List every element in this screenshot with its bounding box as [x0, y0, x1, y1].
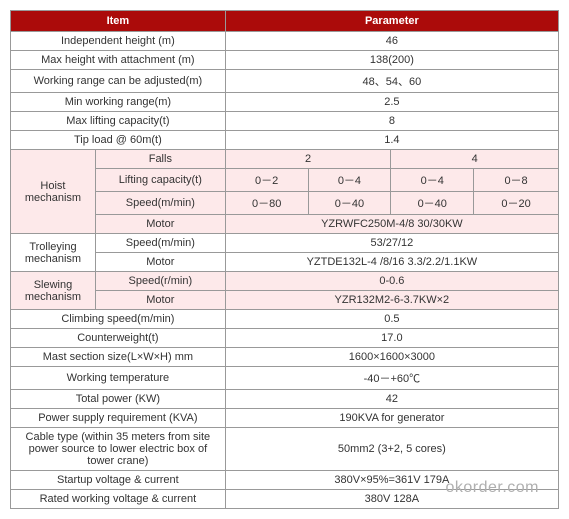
row-label: Power supply requirement (KVA)	[11, 409, 226, 428]
cell: 0－2	[225, 169, 308, 192]
row-value: 50mm2 (3+2, 5 cores)	[225, 428, 558, 471]
row-label: Min working range(m)	[11, 93, 226, 112]
table-row: Working range can be adjusted(m) 48、54、6…	[11, 70, 559, 93]
trolleying-label: Trolleying mechanism	[11, 234, 96, 272]
table-row: Startup voltage & current 380V×95%=361V …	[11, 471, 559, 490]
header-item: Item	[11, 11, 226, 32]
slewing-label: Slewing mechanism	[11, 272, 96, 310]
row-value: 138(200)	[225, 51, 558, 70]
table-row: Independent height (m) 46	[11, 32, 559, 51]
row-value: 2.5	[225, 93, 558, 112]
cell: 0－80	[225, 192, 308, 215]
speed-value: 53/27/12	[225, 234, 558, 253]
row-label: Max height with attachment (m)	[11, 51, 226, 70]
falls-v1: 2	[225, 150, 391, 169]
row-label: Cable type (within 35 meters from site p…	[11, 428, 226, 471]
table-row: Working temperature -40－+60℃	[11, 367, 559, 390]
motor-label: Motor	[95, 215, 225, 234]
speed-label: Speed(m/min)	[95, 234, 225, 253]
row-value: 1600×1600×3000	[225, 348, 558, 367]
table-row: Tip load @ 60m(t) 1.4	[11, 131, 559, 150]
falls-v2: 4	[391, 150, 559, 169]
row-label: Tip load @ 60m(t)	[11, 131, 226, 150]
row-label: Total power (KW)	[11, 390, 226, 409]
table-row: Counterweight(t) 17.0	[11, 329, 559, 348]
table-row: Power supply requirement (KVA) 190KVA fo…	[11, 409, 559, 428]
cell: 0－20	[474, 192, 559, 215]
row-label: Working range can be adjusted(m)	[11, 70, 226, 93]
cell: 0－40	[391, 192, 474, 215]
motor-value: YZR132M2-6-3.7KW×2	[225, 291, 558, 310]
row-label: Max lifting capacity(t)	[11, 112, 226, 131]
row-label: Counterweight(t)	[11, 329, 226, 348]
row-label: Working temperature	[11, 367, 226, 390]
row-label: Independent height (m)	[11, 32, 226, 51]
cell: 0－40	[308, 192, 391, 215]
table-row: Min working range(m) 2.5	[11, 93, 559, 112]
table-row: Max height with attachment (m) 138(200)	[11, 51, 559, 70]
row-value: 380V×95%=361V 179A	[225, 471, 558, 490]
motor-value: YZTDE132L-4 /8/16 3.3/2.2/1.1KW	[225, 253, 558, 272]
table-row: Hoist mechanism Falls 2 4	[11, 150, 559, 169]
cell: 0－8	[474, 169, 559, 192]
table-row: Climbing speed(m/min) 0.5	[11, 310, 559, 329]
table-row: Slewing mechanism Speed(r/min) 0-0.6	[11, 272, 559, 291]
row-value: -40－+60℃	[225, 367, 558, 390]
row-label: Climbing speed(m/min)	[11, 310, 226, 329]
table-row: Cable type (within 35 meters from site p…	[11, 428, 559, 471]
spec-table: Item Parameter Independent height (m) 46…	[10, 10, 559, 509]
cell: 0－4	[391, 169, 474, 192]
row-value: 190KVA for generator	[225, 409, 558, 428]
speed-label: Speed(r/min)	[95, 272, 225, 291]
row-label: Startup voltage & current	[11, 471, 226, 490]
row-value: 0.5	[225, 310, 558, 329]
row-value: 17.0	[225, 329, 558, 348]
row-value: 48、54、60	[225, 70, 558, 93]
table-row: Max lifting capacity(t) 8	[11, 112, 559, 131]
motor-label: Motor	[95, 253, 225, 272]
lifting-label: Lifting capacity(t)	[95, 169, 225, 192]
table-row: Mast section size(L×W×H) mm 1600×1600×30…	[11, 348, 559, 367]
speed-value: 0-0.6	[225, 272, 558, 291]
speed-label: Speed(m/min)	[95, 192, 225, 215]
row-label: Mast section size(L×W×H) mm	[11, 348, 226, 367]
row-value: 8	[225, 112, 558, 131]
hoist-label: Hoist mechanism	[11, 150, 96, 234]
table-row: Trolleying mechanism Speed(m/min) 53/27/…	[11, 234, 559, 253]
motor-value: YZRWFC250M-4/8 30/30KW	[225, 215, 558, 234]
table-wrapper: Item Parameter Independent height (m) 46…	[10, 10, 559, 509]
table-row: Total power (KW) 42	[11, 390, 559, 409]
falls-label: Falls	[95, 150, 225, 169]
row-value: 42	[225, 390, 558, 409]
cell: 0－4	[308, 169, 391, 192]
row-value: 1.4	[225, 131, 558, 150]
motor-label: Motor	[95, 291, 225, 310]
header-row: Item Parameter	[11, 11, 559, 32]
row-value: 46	[225, 32, 558, 51]
header-parameter: Parameter	[225, 11, 558, 32]
